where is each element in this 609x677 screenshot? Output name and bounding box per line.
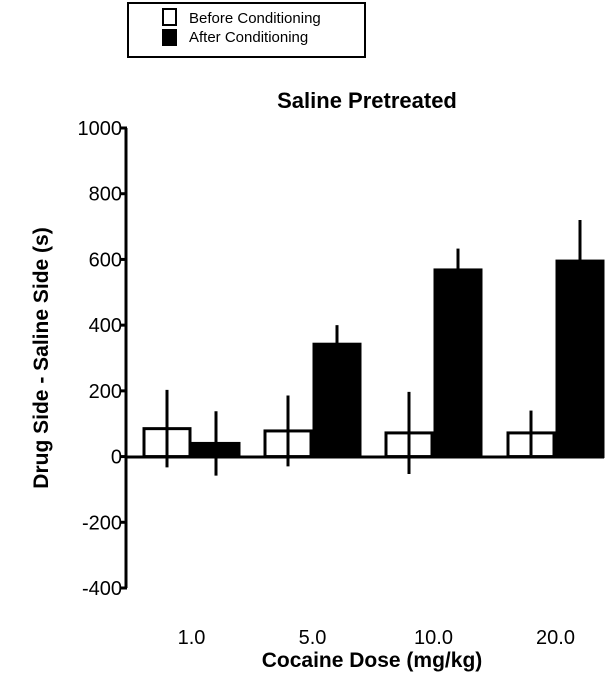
y-axis-ticks: -400 -200 0 200 400 600 800 1000 (78, 118, 127, 600)
x-tick-label: 5.0 (299, 627, 327, 649)
x-tick-label: 10.0 (414, 627, 453, 649)
y-tick-label: 200 (89, 381, 122, 403)
y-tick-label: 1000 (78, 118, 123, 140)
y-tick-label: -400 (82, 578, 122, 600)
legend-swatch-before-conditioning (162, 8, 177, 26)
y-tick-label: -200 (82, 512, 122, 534)
bars (142, 220, 605, 476)
y-tick-label: 800 (89, 184, 122, 206)
y-tick-label: 600 (89, 249, 122, 271)
legend-label-before-conditioning: Before Conditioning (189, 10, 321, 27)
legend-label-after-conditioning: After Conditioning (189, 29, 308, 46)
y-tick-label: 400 (89, 315, 122, 337)
x-tick-label: 20.0 (536, 627, 575, 649)
y-axis-title: Drug Side - Saline Side (s) (30, 227, 53, 488)
bar-after-conditioning-10.0 (433, 268, 483, 459)
chart-title: Saline Pretreated (277, 88, 457, 113)
x-tick-label: 1.0 (178, 627, 206, 649)
legend: Before Conditioning After Conditioning (127, 2, 366, 58)
y-tick-label: 0 (111, 447, 122, 469)
legend-swatch-after-conditioning (162, 29, 177, 46)
x-axis-tick-labels: 1.0 5.0 10.0 20.0 (178, 627, 575, 649)
x-axis-title: Cocaine Dose (mg/kg) (262, 649, 483, 672)
